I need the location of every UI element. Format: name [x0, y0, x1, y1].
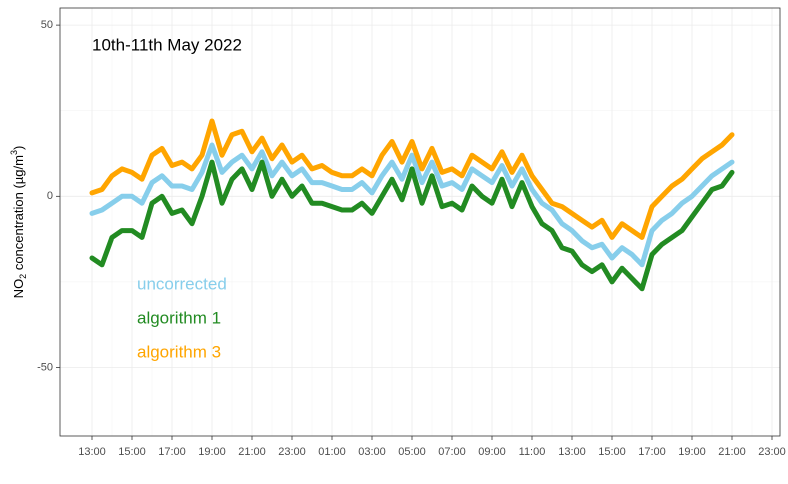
x-tick-label: 19:00 [198, 446, 226, 458]
series-line [89, 142, 735, 268]
series-line [89, 118, 735, 240]
x-tick-label: 17:00 [638, 446, 666, 458]
x-tick-label: 07:00 [438, 446, 466, 458]
x-tick-label: 21:00 [718, 446, 746, 458]
legend-label: uncorrected [137, 274, 227, 293]
y-tick-label: 50 [41, 19, 53, 31]
x-tick-label: 15:00 [598, 446, 626, 458]
x-tick-label: 19:00 [678, 446, 706, 458]
y-label-sup: 3 [9, 150, 19, 155]
series-line [89, 159, 735, 292]
x-tick-label: 01:00 [318, 446, 346, 458]
legend-label: algorithm 1 [137, 308, 221, 327]
x-tick-label: 17:00 [158, 446, 186, 458]
legend-label: algorithm 3 [137, 342, 221, 361]
x-tick-label: 09:00 [478, 446, 506, 458]
y-axis-label: NO2 concentration (µg/m3) [9, 146, 28, 299]
x-tick-label: 15:00 [118, 446, 146, 458]
y-label-part: ) [11, 146, 26, 150]
y-label-sub: 2 [18, 274, 28, 279]
x-tick-label: 21:00 [238, 446, 266, 458]
x-tick-label: 03:00 [358, 446, 386, 458]
x-tick-label: 11:00 [519, 446, 546, 458]
y-label-part: NO [11, 279, 26, 299]
y-tick-label: 0 [47, 190, 53, 202]
lines [89, 118, 735, 292]
x-tick-label: 05:00 [398, 446, 426, 458]
x-tick-label: 23:00 [758, 446, 786, 458]
y-tick-label: -50 [37, 361, 53, 373]
panel-border [59, 7, 781, 437]
x-tick-label: 23:00 [278, 446, 306, 458]
y-label-part: concentration (µg/m [11, 155, 26, 274]
chart-title: 10th-11th May 2022 [92, 35, 242, 54]
x-tick-label: 13:00 [558, 446, 586, 458]
x-tick-label: 13:00 [78, 446, 106, 458]
